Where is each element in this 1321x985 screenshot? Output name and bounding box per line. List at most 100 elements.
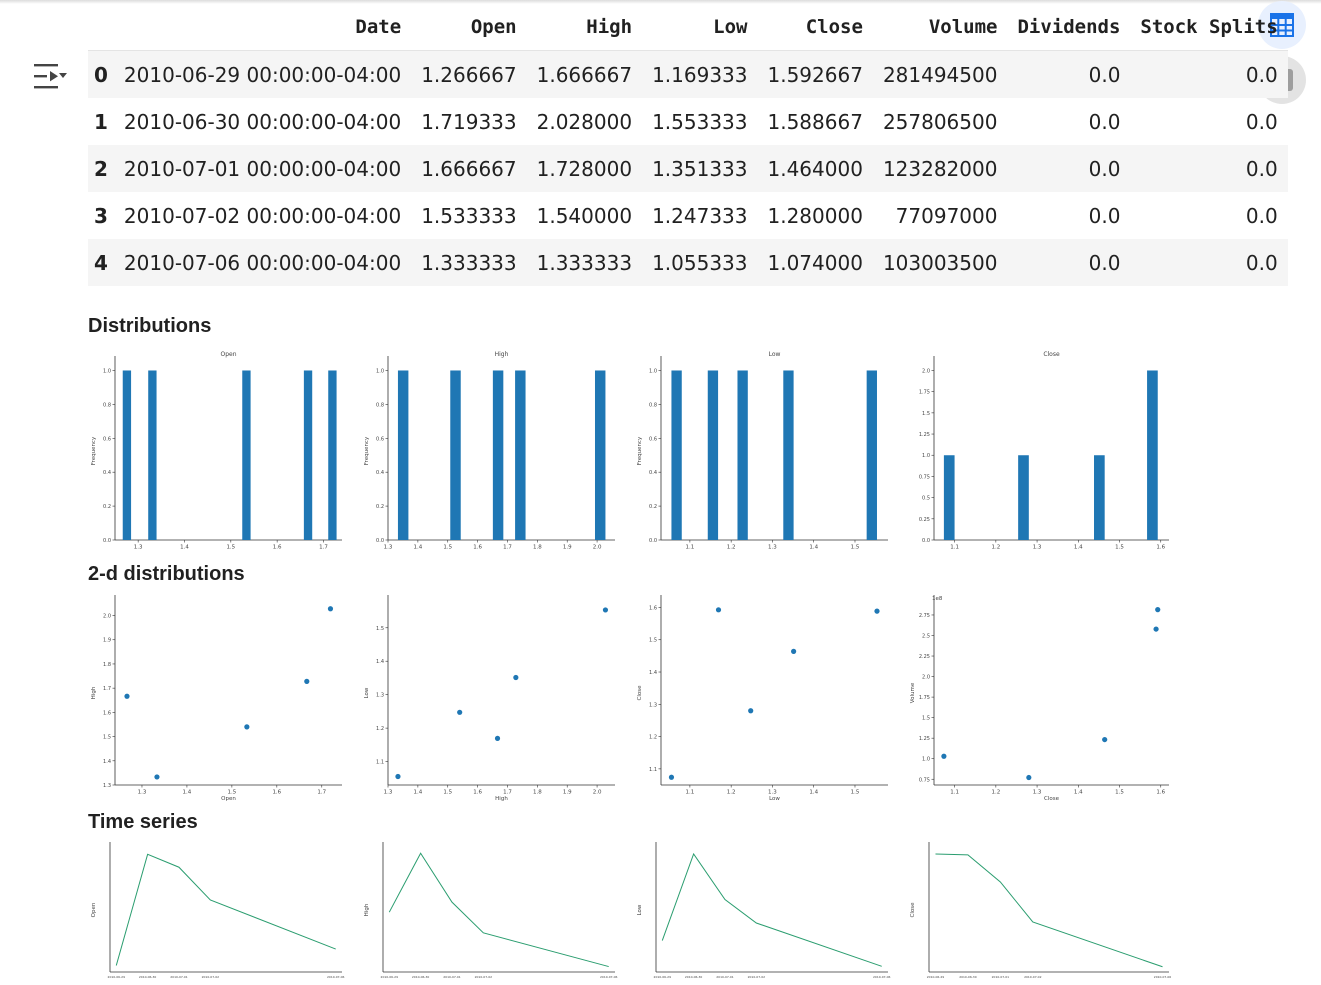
tick-label: 2010-07-01 — [716, 975, 734, 979]
point — [748, 708, 754, 714]
tick-label: 0.75 — [919, 777, 930, 783]
tick-label: 1.5 — [227, 790, 236, 796]
tick-label: 0.4 — [649, 470, 657, 476]
y-axis-label: Close — [637, 685, 643, 701]
bar — [148, 370, 157, 540]
chart-view-button[interactable] — [1258, 56, 1306, 104]
tick-label: 1.5 — [443, 790, 452, 796]
tick-label: 1.0 — [103, 368, 111, 374]
tick-label: 1.5 — [922, 716, 930, 722]
tick-label: 1.3 — [134, 545, 143, 551]
chart-title: Low — [769, 351, 781, 358]
tick-label: 1.8 — [103, 662, 111, 668]
tick-label: 0.6 — [649, 436, 657, 442]
tick-label: 1.4 — [413, 545, 422, 551]
tick-label: 0.0 — [922, 538, 930, 544]
y-axis-label: High — [364, 903, 370, 916]
tick-label: 1.9 — [563, 790, 572, 796]
tick-label: 1.3 — [1033, 790, 1042, 796]
histogram-high: High 1.3 1.4 1.5 1.6 1.7 1.8 1.9 2.0 0.0 0.2 0.4 0.6… — [364, 351, 615, 551]
table-view-button[interactable] — [1258, 1, 1306, 49]
tick-label: 1.5 — [103, 735, 111, 741]
column-header-open: Open — [470, 16, 517, 38]
tick-label: 2010-07-06 — [873, 975, 891, 979]
x-axis-label: Close — [1044, 796, 1060, 802]
tick-label: 0.4 — [376, 470, 384, 476]
row-index: 2 — [94, 156, 108, 181]
cell-date: 2010-07-06 00:00:00-04:00 — [123, 250, 402, 275]
y-axis-label: Frequency — [364, 436, 370, 465]
bar — [783, 370, 794, 540]
tick-label: 2.5 — [922, 634, 930, 640]
tick-label: 2010-07-06 — [600, 975, 618, 979]
timeseries-close: 2010-06-29 2010-06-30 2010-07-01 2010-07-02… — [910, 842, 1171, 979]
tick-label: 1.1 — [950, 545, 959, 551]
cell-stock-splits: 0.0 — [1245, 203, 1278, 228]
tick-label: 0.2 — [649, 504, 657, 510]
cell-dividends: 0.0 — [1088, 156, 1121, 181]
histogram-close: Close 1.1 1.2 1.3 1.4 1.5 1.6 0.0 0.25 0.5 0.75 1.0… — [919, 351, 1169, 551]
tick-label: 2010-06-29 — [654, 975, 672, 979]
point — [327, 606, 334, 612]
tick-label: 1.25 — [919, 736, 930, 742]
bar — [943, 455, 955, 540]
bar — [594, 370, 606, 540]
tick-label: 0.2 — [103, 504, 111, 510]
cell-dividends: 0.0 — [1088, 250, 1121, 275]
tick-label: 1.4 — [376, 659, 384, 665]
tick-label: 1.2 — [991, 545, 1000, 551]
tick-label: 0.25 — [919, 517, 930, 523]
tick-label: 1.6 — [649, 605, 657, 611]
tick-label: 1.3 — [649, 702, 657, 708]
tick-label: 2.75 — [919, 613, 930, 619]
tick-label: 0.0 — [376, 538, 384, 544]
column-header-index — [88, 4, 114, 51]
cell-open: 1.666667 — [421, 156, 517, 181]
table-header-row: Date Open High Low Close Volume Dividend… — [88, 4, 1288, 51]
column-header-close: Close — [805, 16, 863, 38]
bar — [866, 370, 877, 540]
tick-label: 1.9 — [563, 545, 572, 551]
point — [244, 724, 250, 730]
tick-label: 0.8 — [103, 402, 111, 408]
tick-label: 2.0 — [103, 614, 111, 620]
tick-label: 0.75 — [919, 474, 930, 480]
tick-label: 0.4 — [103, 470, 111, 476]
column-header-high: High — [586, 16, 633, 38]
chart-title: Close — [1043, 351, 1060, 358]
row-index: 1 — [94, 109, 108, 134]
bar — [328, 370, 337, 540]
cell-volume: 257806500 — [882, 109, 998, 134]
tick-label: 1.3 — [768, 790, 777, 796]
cell-low: 1.055333 — [652, 250, 748, 275]
tick-label: 1.75 — [919, 695, 930, 701]
tick-label: 1.0 — [922, 453, 930, 459]
histogram-low: Low 1.1 1.2 1.3 1.4 1.5 0.0 0.2 0.4 0.6 0.8 1.0 Freq… — [637, 351, 888, 551]
tick-label: 0.0 — [103, 538, 111, 544]
table-grid-icon — [1270, 13, 1294, 37]
section-title-distributions: Distributions — [88, 315, 212, 337]
series-line — [388, 852, 609, 968]
tick-label: 1.1 — [950, 790, 959, 796]
tick-label: 1.4 — [809, 790, 818, 796]
bar — [450, 370, 461, 540]
tick-label: 1.2 — [376, 726, 384, 732]
point — [1026, 774, 1032, 781]
filter-list-icon[interactable] — [32, 62, 68, 92]
column-header-dividends: Dividends — [1017, 16, 1121, 38]
tick-label: 1.75 — [919, 390, 930, 396]
scatter-open-high: 1.3 1.4 1.5 1.6 1.7 1.3 1.4 1.5 1.6 1.7 1.8 1.9 2.0 O… — [91, 595, 342, 802]
cell-date: 2010-07-01 00:00:00-04:00 — [123, 156, 402, 181]
tick-label: 1.5 — [376, 626, 384, 632]
tick-label: 1.7 — [319, 545, 328, 551]
column-header-date: Date — [355, 16, 402, 38]
tick-label: 1.2 — [991, 790, 1000, 796]
bar — [1094, 455, 1105, 540]
y-axis-label: Frequency — [91, 436, 97, 465]
tick-label: 1.2 — [727, 545, 736, 551]
point — [668, 774, 675, 780]
bar — [737, 370, 748, 540]
point — [1153, 626, 1159, 632]
y-axis-label: Open — [91, 902, 97, 917]
cell-date: 2010-06-29 00:00:00-04:00 — [123, 62, 402, 87]
